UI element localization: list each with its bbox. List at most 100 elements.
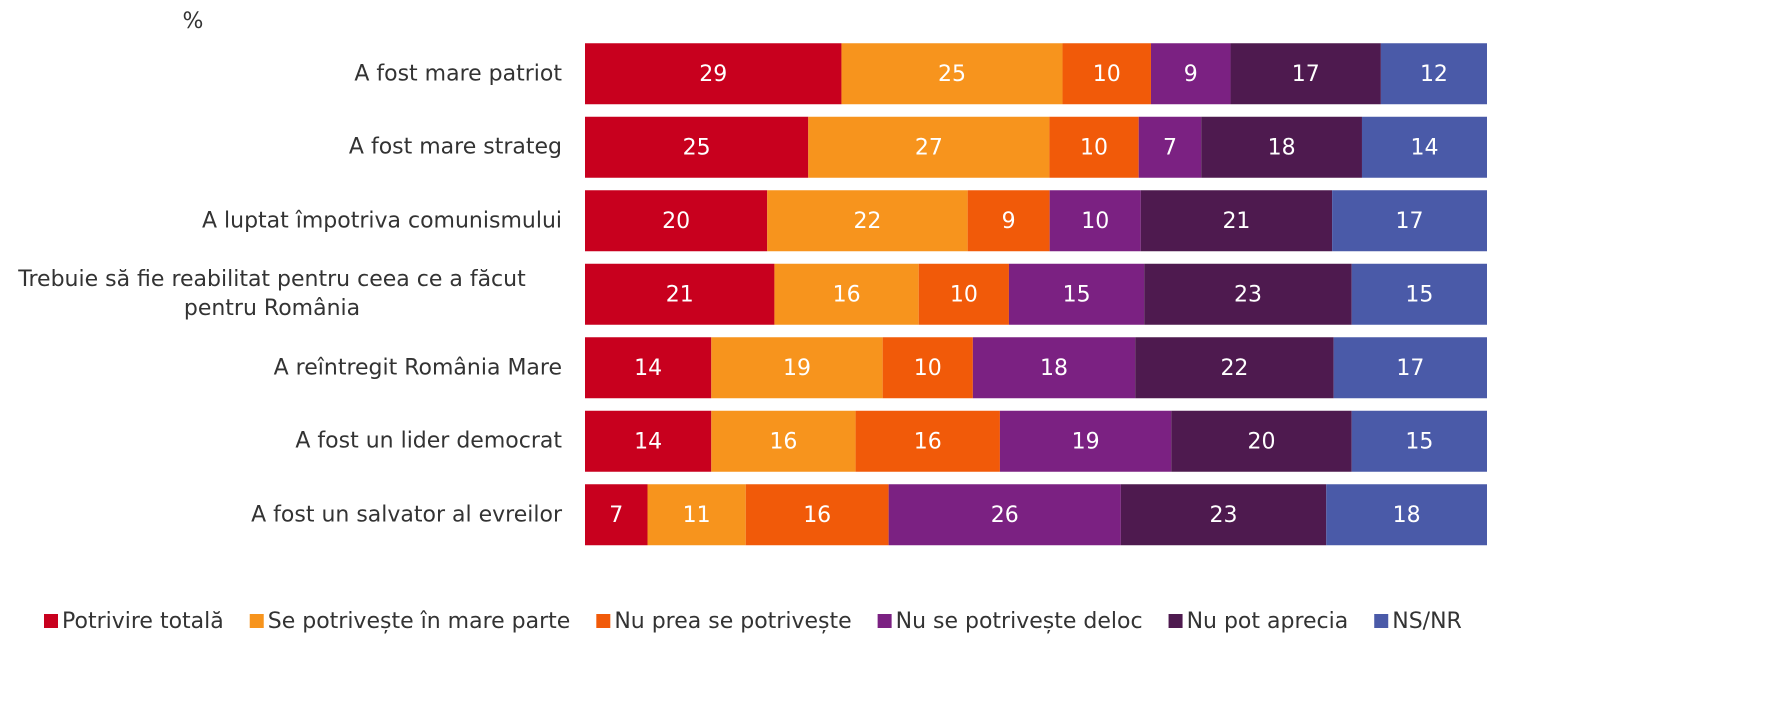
value-label: 20 [1248,429,1276,454]
value-label: 21 [1222,209,1250,234]
value-label: 10 [950,282,978,307]
bar-segment [967,190,1050,252]
value-label: 22 [853,209,881,234]
bar-segment [1120,484,1327,546]
value-label: 7 [1163,135,1177,160]
bar-segment [1351,410,1487,472]
value-label: 12 [1420,62,1448,87]
bar-segment [711,410,856,472]
value-label: 29 [699,62,727,87]
bar-segment [585,116,809,178]
value-label: 25 [938,62,966,87]
category-label: A fost mare strateg [348,134,562,160]
bar-segment [767,190,968,252]
bar-segment [585,337,712,399]
bar-segment [1144,263,1352,325]
bar-segment [808,116,1050,178]
bar-segment [888,484,1121,546]
category-label: Trebuie să fie reabilitat pentru ceea ce… [18,267,526,322]
value-label: 22 [1220,356,1248,381]
bar-segment [972,337,1136,399]
bar-segment [855,410,1000,472]
value-label: 16 [769,429,797,454]
bar-segment [1333,337,1487,399]
bar-segment [1135,337,1334,399]
bar-segment [1230,43,1381,105]
bar-segment [647,484,746,546]
legend-label: Nu prea se potrivește [614,609,851,634]
bar-segment [1138,116,1202,178]
value-label: 15 [1405,429,1433,454]
value-label: 10 [1081,209,1109,234]
bar-segment [1049,190,1141,252]
bar-segment [1150,43,1231,105]
value-label: 17 [1292,62,1320,87]
bar-segment [1380,43,1487,105]
value-label: 23 [1210,503,1238,528]
bar-segment [999,410,1172,472]
value-label: 14 [634,356,662,381]
bar-segment [1201,116,1362,178]
legend-label: NS/NR [1392,609,1462,634]
bar-segment [918,263,1009,325]
value-label: 18 [1393,503,1421,528]
category-label: A luptat împotriva comunismului [201,208,562,234]
value-label: 16 [803,503,831,528]
legend-swatch [1374,614,1389,628]
legend-swatch [1168,614,1183,628]
bar-segment [1326,484,1487,546]
value-label: 15 [1405,282,1433,307]
value-label: 14 [1410,135,1438,160]
value-label: 9 [1002,209,1016,234]
value-label: 27 [915,135,943,160]
value-label: 26 [991,503,1019,528]
category-label: A fost un lider democrat [295,428,562,454]
bar-segment [585,190,768,252]
bar-segment [1062,43,1151,105]
bar-segment [774,263,919,325]
legend-swatch [44,614,58,628]
value-label: 16 [833,282,861,307]
bar-segment [1140,190,1333,252]
legend-label: Nu pot aprecia [1187,609,1349,634]
bar-segment [1351,263,1487,325]
value-label: 16 [914,429,942,454]
value-label: 25 [683,135,711,160]
bar-segment [1049,116,1139,178]
value-label: 10 [1080,135,1108,160]
value-label: 17 [1396,209,1424,234]
bar-segment [1171,410,1352,472]
bar-segment [1361,116,1487,178]
bar-segment [585,43,842,105]
value-label: 9 [1184,62,1198,87]
legend-swatch [877,614,892,628]
value-label: 18 [1268,135,1296,160]
bar-segment [711,337,883,399]
legend-swatch [249,614,264,628]
value-label: 10 [1093,62,1121,87]
category-label: A reîntregit România Mare [273,355,562,381]
bar-segment [1332,190,1487,252]
bar-segment [841,43,1063,105]
chart-title: % [183,9,204,34]
value-label: 19 [1072,429,1100,454]
category-label: A fost mare patriot [354,61,562,87]
bar-segment [585,484,648,546]
value-label: 21 [666,282,694,307]
category-label: A fost un salvator al evreilor [251,502,562,528]
bar-segment [585,263,775,325]
value-label: 10 [914,356,942,381]
value-label: 7 [609,503,623,528]
bar-segment [1008,263,1145,325]
value-label: 18 [1040,356,1068,381]
legend-label: Nu se potrivește deloc [896,609,1143,634]
value-label: 15 [1063,282,1091,307]
value-label: 23 [1234,282,1262,307]
legend-swatch [596,614,611,628]
legend-label: Se potrivește în mare parte [268,609,571,634]
bar-segment [882,337,973,399]
value-label: 20 [662,209,690,234]
value-label: 14 [634,429,662,454]
